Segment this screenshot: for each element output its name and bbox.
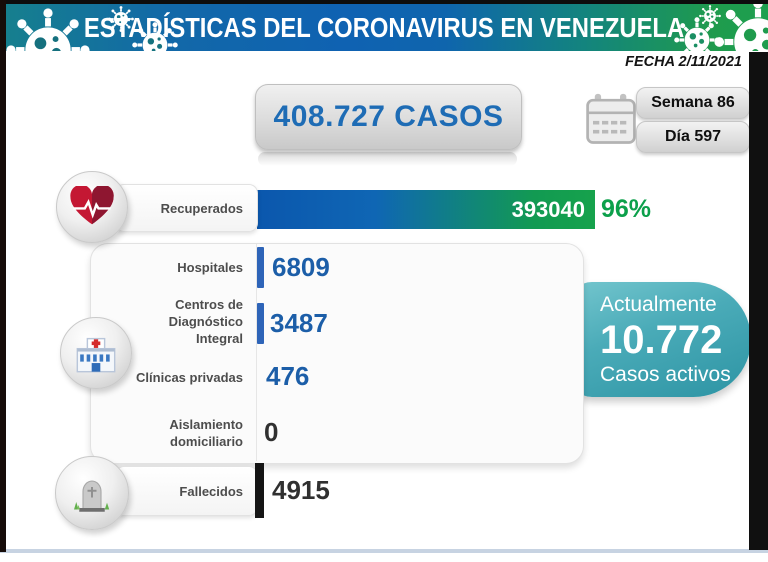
- deaths-bar: [255, 463, 264, 518]
- report-date: FECHA 2/11/2021: [625, 54, 742, 70]
- hospital-icon: [60, 317, 132, 389]
- total-cases-box: 408.727 CASOS: [255, 84, 522, 150]
- cdi-label: Centros de Diagnóstico Integral: [168, 296, 243, 346]
- cdi-bar: [257, 303, 264, 344]
- deaths-label-box: Fallecidos: [115, 466, 258, 516]
- day-badge: Día 597: [636, 121, 750, 153]
- recovered-label-box: Recuperados: [115, 184, 258, 232]
- title-banner: ESTADÍSTICAS DEL CORONAVIRUS EN VENEZUEL…: [0, 4, 768, 51]
- recovered-heart-icon: [56, 171, 128, 243]
- recovered-percent: 96%: [601, 195, 652, 223]
- private-clinics-label: Clínicas privadas: [136, 369, 243, 385]
- active-cases-value: 10.772: [600, 317, 723, 362]
- total-cases-value: 408.727 CASOS: [273, 100, 504, 133]
- total-cases-reflection: [258, 152, 517, 166]
- home-isolation-label: Aislamiento domiciliario: [169, 417, 243, 449]
- home-isolation-value: 0: [264, 417, 279, 447]
- deaths-tombstone-icon: [55, 456, 129, 530]
- hospitals-value: 6809: [272, 252, 330, 282]
- virus-icon: [714, 4, 768, 51]
- frame-left: [0, 0, 6, 552]
- hospitals-bar: [257, 247, 264, 288]
- private-clinics-value: 476: [266, 361, 310, 391]
- active-cases-caption-top: Actualmente: [600, 292, 717, 316]
- frame-right: [749, 52, 768, 550]
- recovered-label: Recuperados: [160, 200, 243, 216]
- week-badge: Semana 86: [636, 87, 750, 119]
- deaths-label: Fallecidos: [179, 483, 243, 499]
- facilities-panel: [90, 243, 584, 464]
- page-title: ESTADÍSTICAS DEL CORONAVIRUS EN VENEZUEL…: [83, 11, 685, 43]
- deaths-value: 4915: [272, 475, 330, 505]
- frame-bottom-line: [0, 549, 768, 553]
- active-cases-caption-bottom: Casos activos: [600, 362, 731, 386]
- active-cases-box: Actualmente 10.772 Casos activos: [570, 282, 751, 397]
- recovered-bar: 393040: [257, 190, 595, 229]
- recovered-value: 393040: [511, 196, 585, 222]
- cdi-value: 3487: [270, 308, 328, 338]
- panel-divider: [256, 244, 257, 461]
- frame-top: [0, 0, 768, 4]
- calendar-icon: [586, 93, 636, 144]
- hospitals-label: Hospitales: [177, 259, 243, 275]
